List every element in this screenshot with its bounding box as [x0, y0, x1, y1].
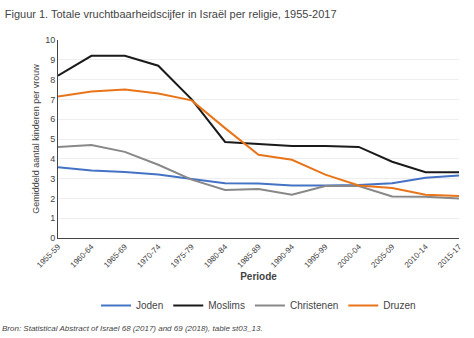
- svg-text:1970-74: 1970-74: [135, 242, 163, 270]
- svg-text:8: 8: [50, 75, 55, 85]
- svg-text:Joden: Joden: [136, 300, 163, 311]
- svg-text:1960-64: 1960-64: [69, 242, 97, 270]
- svg-text:2: 2: [50, 194, 55, 204]
- svg-text:1975-79: 1975-79: [169, 242, 197, 270]
- svg-text:1965-69: 1965-69: [102, 242, 130, 270]
- svg-text:Figuur 1. Totale vruchtbaarhei: Figuur 1. Totale vruchtbaarheidscijfer i…: [5, 8, 337, 20]
- svg-text:Moslims: Moslims: [208, 300, 245, 311]
- svg-text:9: 9: [50, 55, 55, 65]
- svg-text:Druzen: Druzen: [383, 300, 415, 311]
- svg-text:1995-99: 1995-99: [302, 242, 330, 270]
- svg-text:10: 10: [45, 35, 55, 45]
- svg-text:1955-59: 1955-59: [35, 242, 63, 270]
- svg-text:1980-84: 1980-84: [202, 242, 230, 270]
- svg-text:2015-17: 2015-17: [436, 242, 464, 270]
- svg-text:Bron: Statistical Abstract of: Bron: Statistical Abstract of Israel 68 …: [2, 324, 263, 333]
- svg-text:Periode: Periode: [240, 271, 277, 282]
- svg-text:Christenen: Christenen: [290, 300, 338, 311]
- svg-text:5: 5: [50, 134, 55, 144]
- svg-text:2010-14: 2010-14: [403, 242, 431, 270]
- svg-text:1: 1: [50, 213, 55, 223]
- svg-text:1985-89: 1985-89: [236, 242, 264, 270]
- svg-text:1990-94: 1990-94: [269, 242, 297, 270]
- svg-text:3: 3: [50, 174, 55, 184]
- svg-text:Gemiddeld aantal kinderen per: Gemiddeld aantal kinderen per vrouw: [31, 64, 41, 214]
- svg-text:4: 4: [50, 154, 55, 164]
- svg-text:6: 6: [50, 114, 55, 124]
- svg-text:7: 7: [50, 95, 55, 105]
- svg-text:2000-04: 2000-04: [336, 242, 364, 270]
- svg-text:2005-09: 2005-09: [369, 242, 397, 270]
- svg-text:0: 0: [50, 233, 55, 243]
